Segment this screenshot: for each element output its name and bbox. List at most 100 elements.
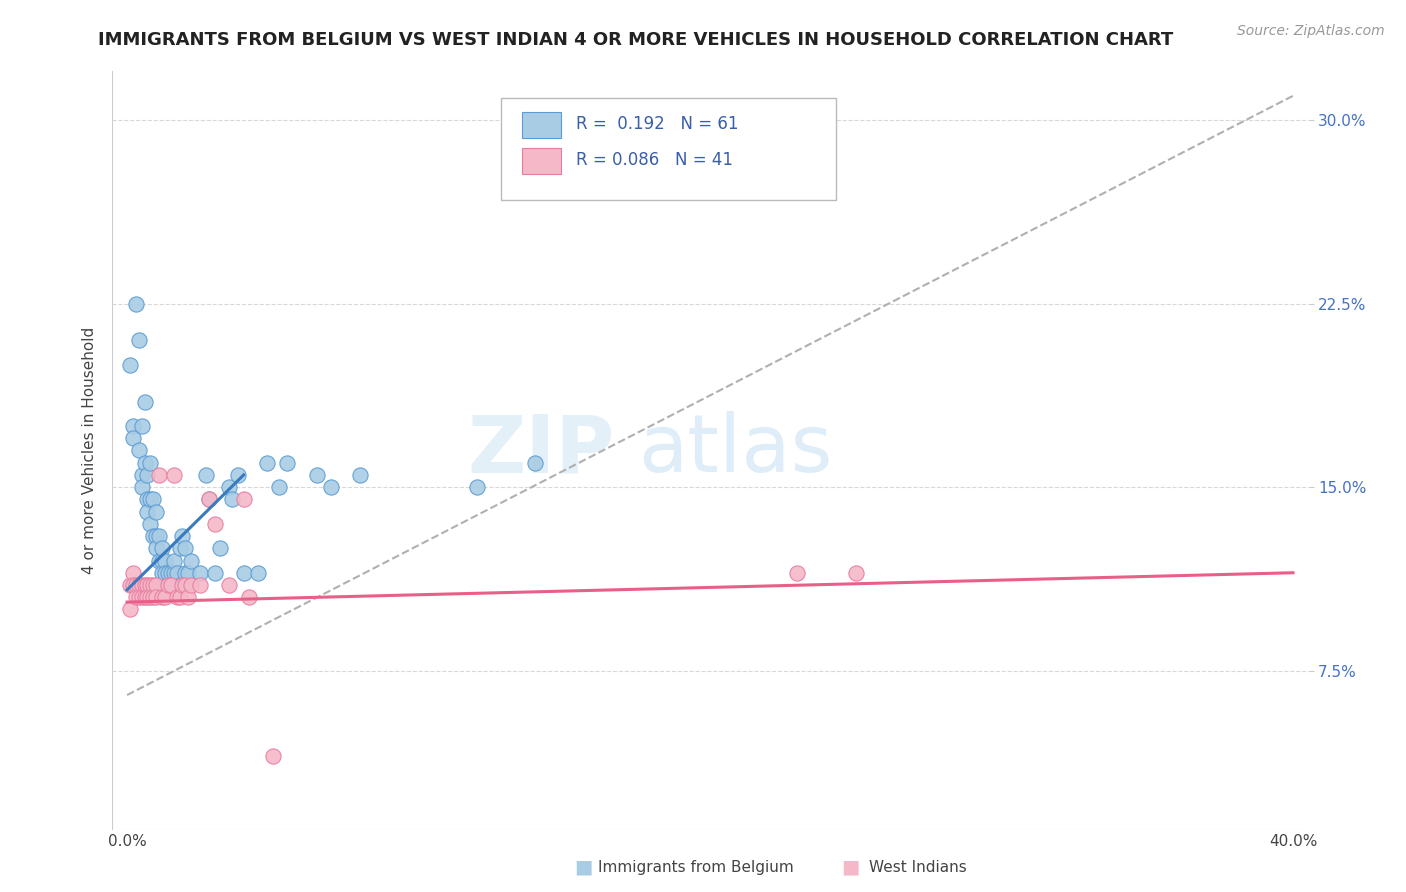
Point: [163, 566, 186, 580]
Point: [122, 566, 145, 580]
Text: R = 0.086   N = 41: R = 0.086 N = 41: [576, 151, 733, 169]
Y-axis label: 4 or more Vehicles in Household: 4 or more Vehicles in Household: [82, 326, 97, 574]
Point: [118, 358, 141, 372]
FancyBboxPatch shape: [501, 98, 835, 201]
Point: [276, 456, 298, 470]
Point: [174, 541, 197, 556]
Point: [319, 480, 342, 494]
Point: [136, 591, 159, 605]
Point: [247, 566, 270, 580]
Point: [166, 591, 188, 605]
Point: [197, 492, 219, 507]
Point: [156, 566, 179, 580]
Point: [197, 492, 219, 507]
Point: [134, 591, 156, 605]
Point: [125, 578, 148, 592]
Point: [145, 505, 167, 519]
Point: [845, 566, 868, 580]
Point: [128, 578, 150, 592]
Point: [188, 566, 211, 580]
Text: ■: ■: [574, 857, 593, 877]
Point: [134, 456, 156, 470]
Point: [166, 566, 188, 580]
Point: [122, 419, 145, 434]
Point: [232, 566, 254, 580]
Point: [204, 516, 226, 531]
Point: [145, 591, 167, 605]
Point: [180, 578, 202, 592]
Point: [218, 480, 240, 494]
Point: [174, 578, 197, 592]
FancyBboxPatch shape: [523, 112, 561, 138]
Point: [128, 591, 150, 605]
Point: [349, 467, 371, 482]
Point: [136, 505, 159, 519]
Point: [118, 578, 141, 592]
Point: [153, 553, 176, 567]
Point: [131, 480, 153, 494]
Point: [128, 443, 150, 458]
Point: [256, 456, 278, 470]
Point: [136, 467, 159, 482]
Point: [134, 578, 156, 592]
Point: [131, 591, 153, 605]
Point: [142, 529, 165, 543]
Point: [153, 591, 176, 605]
Point: [145, 578, 167, 592]
Point: [169, 591, 191, 605]
Point: [145, 541, 167, 556]
Point: [169, 541, 191, 556]
Text: ■: ■: [841, 857, 860, 877]
Point: [150, 566, 173, 580]
Point: [128, 334, 150, 348]
Point: [134, 394, 156, 409]
Point: [136, 492, 159, 507]
Point: [139, 456, 162, 470]
Point: [122, 578, 145, 592]
Point: [142, 591, 165, 605]
Point: [188, 578, 211, 592]
Text: atlas: atlas: [638, 411, 832, 490]
Point: [142, 578, 165, 592]
Point: [238, 591, 260, 605]
Point: [204, 566, 226, 580]
Point: [148, 467, 170, 482]
Point: [139, 492, 162, 507]
Point: [125, 296, 148, 310]
Point: [177, 566, 200, 580]
Point: [153, 566, 176, 580]
Point: [139, 578, 162, 592]
Point: [267, 480, 290, 494]
Point: [125, 591, 148, 605]
Point: [150, 591, 173, 605]
Text: West Indians: West Indians: [869, 860, 967, 874]
FancyBboxPatch shape: [523, 148, 561, 174]
Point: [150, 553, 173, 567]
Point: [159, 578, 181, 592]
Point: [142, 492, 165, 507]
Point: [136, 578, 159, 592]
Point: [226, 467, 249, 482]
Point: [305, 467, 328, 482]
Point: [159, 566, 181, 580]
Text: Source: ZipAtlas.com: Source: ZipAtlas.com: [1237, 24, 1385, 38]
Point: [221, 492, 243, 507]
Point: [163, 553, 186, 567]
Point: [524, 456, 547, 470]
Point: [232, 492, 254, 507]
Point: [209, 541, 232, 556]
Point: [131, 419, 153, 434]
Point: [159, 578, 181, 592]
Point: [148, 553, 170, 567]
Point: [174, 566, 197, 580]
Point: [139, 591, 162, 605]
Text: IMMIGRANTS FROM BELGIUM VS WEST INDIAN 4 OR MORE VEHICLES IN HOUSEHOLD CORRELATI: IMMIGRANTS FROM BELGIUM VS WEST INDIAN 4…: [98, 31, 1174, 49]
Point: [145, 529, 167, 543]
Point: [169, 578, 191, 592]
Point: [156, 578, 179, 592]
Point: [180, 553, 202, 567]
Point: [148, 529, 170, 543]
Point: [465, 480, 488, 494]
Point: [177, 591, 200, 605]
Point: [122, 431, 145, 445]
